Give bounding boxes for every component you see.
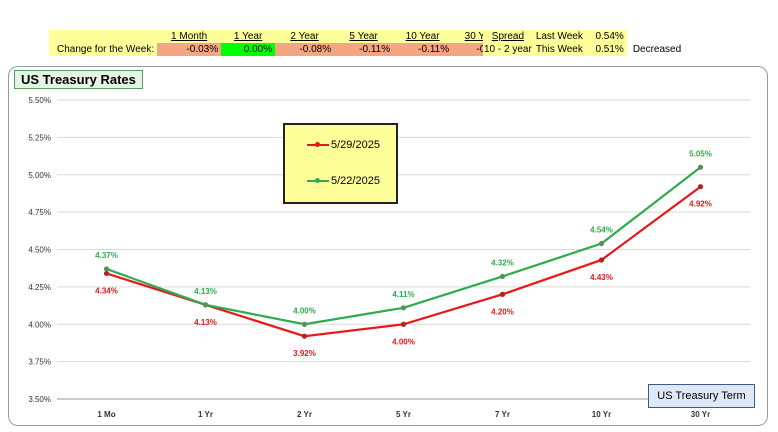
header-1-year: 1 Year xyxy=(221,30,276,43)
header-10-year: 10 Year xyxy=(393,30,453,43)
data-label: 4.00% xyxy=(392,337,415,346)
data-label: 3.92% xyxy=(293,349,316,358)
data-point xyxy=(103,266,110,272)
data-label: 4.34% xyxy=(95,286,118,295)
legend-item-1: 5/22/2025 xyxy=(307,175,380,187)
series-line-0 xyxy=(106,185,702,338)
data-point xyxy=(301,333,308,339)
legend-swatch-1 xyxy=(307,178,329,183)
legend-item-0: 5/29/2025 xyxy=(307,139,380,151)
change-row-label: Change for the Week: xyxy=(49,43,158,56)
chart-legend: 5/29/2025 5/22/2025 xyxy=(283,123,398,204)
data-label: 4.92% xyxy=(689,200,712,209)
x-tick-label: 5 Yr xyxy=(396,410,411,419)
x-tick-label: 2 Yr xyxy=(297,410,312,419)
x-tick-label: 7 Yr xyxy=(495,410,510,419)
data-point xyxy=(697,184,704,190)
spread-table: Spread Last Week 0.54% 10 - 2 year This … xyxy=(483,30,684,56)
spread-label: 10 - 2 year xyxy=(483,43,533,56)
change-5-year: -0.11% xyxy=(334,43,394,56)
data-label: 4.20% xyxy=(491,307,514,316)
data-point xyxy=(301,321,308,327)
y-tick-label: 4.25% xyxy=(28,283,51,292)
legend-swatch-0 xyxy=(307,142,329,147)
this-week-value: 0.51% xyxy=(588,43,627,56)
data-label: 4.13% xyxy=(194,318,217,327)
data-point xyxy=(103,270,110,277)
spread-header: Spread xyxy=(483,30,533,43)
data-point xyxy=(202,302,209,308)
header-1-month: 1 Month xyxy=(157,30,222,43)
y-tick-label: 4.50% xyxy=(28,246,51,255)
data-label: 4.13% xyxy=(194,287,217,296)
spread-status: Decreased xyxy=(632,44,682,55)
y-tick-label: 4.75% xyxy=(28,208,51,217)
x-tick-label: 1 Yr xyxy=(198,410,213,419)
header-5-year: 5 Year xyxy=(334,30,394,43)
data-label: 4.54% xyxy=(590,226,613,235)
change-10-year: -0.11% xyxy=(393,43,453,56)
legend-label-0: 5/29/2025 xyxy=(331,139,380,151)
y-tick-label: 4.00% xyxy=(28,320,51,329)
axis-term-label: US Treasury Term xyxy=(648,384,755,408)
header-blank xyxy=(49,30,158,43)
data-point xyxy=(499,273,506,280)
last-week-label: Last Week xyxy=(532,30,589,43)
data-label: 4.00% xyxy=(293,306,316,315)
y-tick-label: 3.50% xyxy=(28,395,51,404)
x-tick-label: 30 Yr xyxy=(691,410,710,419)
header-2-year: 2 Year xyxy=(275,30,335,43)
data-point xyxy=(598,257,605,263)
data-label: 4.37% xyxy=(95,251,118,260)
series-line-1 xyxy=(106,166,702,326)
data-point xyxy=(499,291,506,297)
last-week-value: 0.54% xyxy=(588,30,627,43)
data-label: 4.32% xyxy=(491,258,514,267)
x-tick-label: 10 Yr xyxy=(592,410,611,419)
this-week-label: This Week xyxy=(532,43,589,56)
data-point xyxy=(598,240,605,247)
y-tick-label: 5.50% xyxy=(28,96,51,105)
y-tick-label: 5.00% xyxy=(28,171,51,180)
data-label: 4.43% xyxy=(590,273,613,282)
data-point xyxy=(400,305,407,311)
data-point xyxy=(697,164,704,170)
x-tick-label: 1 Mo xyxy=(97,410,115,419)
change-1-month: -0.03% xyxy=(157,43,222,56)
chart-title: US Treasury Rates xyxy=(14,70,143,89)
data-point xyxy=(400,321,407,327)
y-tick-label: 3.75% xyxy=(28,358,51,367)
change-1-year: 0.00% xyxy=(221,43,276,56)
change-2-year: -0.08% xyxy=(275,43,335,56)
legend-label-1: 5/22/2025 xyxy=(331,175,380,187)
y-tick-label: 5.25% xyxy=(28,133,51,142)
data-label: 4.11% xyxy=(392,290,414,299)
data-label: 5.05% xyxy=(689,149,712,158)
